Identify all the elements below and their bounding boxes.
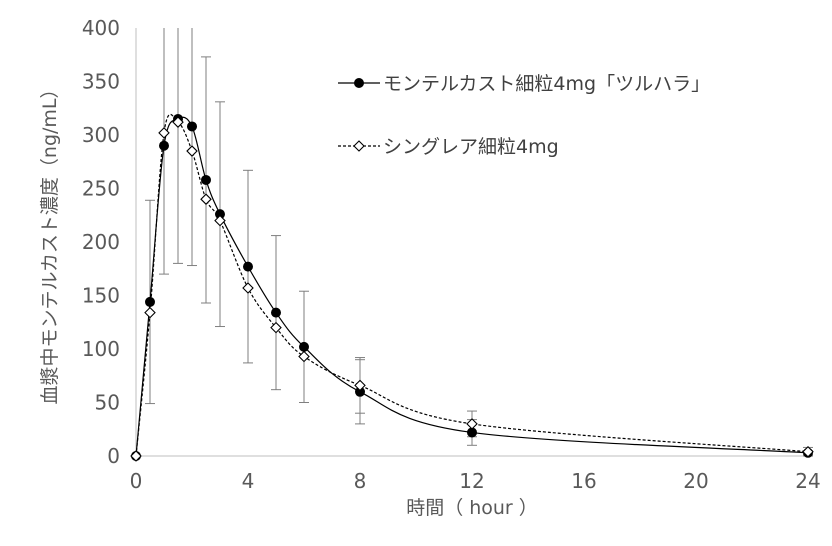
y-tick-label: 100: [82, 337, 120, 361]
legend-label-reference: シングレア細粒4mg: [383, 136, 559, 158]
y-tick-label: 250: [82, 177, 120, 201]
data-point-test: [159, 140, 169, 151]
legend-entry-reference: シングレア細粒4mg: [338, 136, 559, 158]
data-point-test: [201, 174, 211, 185]
data-point-reference: [158, 127, 170, 139]
x-tick-label: 0: [130, 469, 143, 493]
series-lines: [135, 113, 809, 457]
y-tick-label: 200: [82, 230, 120, 254]
data-point-reference: [242, 282, 254, 294]
tick-labels: 0 4 8 12 16 20 24 0 50 100 150 200 250 300 350 400: [82, 16, 821, 493]
x-axis-title: 時間（ hour ）: [406, 497, 538, 519]
data-point-test: [299, 341, 309, 352]
data-point-reference: [172, 116, 184, 128]
data-point-reference: [354, 379, 366, 392]
data-point-test: [187, 121, 197, 132]
x-tick-label: 20: [683, 469, 708, 493]
data-point-reference: [802, 445, 814, 458]
data-point-reference: [130, 450, 142, 462]
series-line-0: [135, 116, 809, 457]
y-axis-title: 血漿中モンテルカスト濃度（ng/mL）: [39, 79, 61, 404]
series-markers: [130, 113, 814, 462]
x-tick-label: 8: [354, 469, 367, 493]
data-point-test: [145, 296, 155, 307]
axes: [135, 28, 808, 457]
data-point-reference: [144, 306, 156, 319]
y-tick-label: 400: [82, 16, 120, 40]
y-tick-label: 150: [82, 284, 120, 308]
legend-entry-test: モンテルカスト細粒4mg「ツルハラ」: [338, 73, 710, 95]
legend: モンテルカスト細粒4mg「ツルハラ」 シングレア細粒4mg: [338, 73, 710, 158]
x-tick-label: 12: [459, 469, 484, 493]
y-tick-label: 50: [95, 391, 120, 415]
data-point-test: [243, 261, 253, 272]
data-point-reference: [214, 214, 226, 227]
y-tick-label: 300: [82, 123, 120, 147]
data-point-reference: [466, 418, 478, 430]
series-line-1: [135, 113, 809, 457]
data-point-reference: [186, 145, 198, 157]
data-point-reference: [298, 350, 310, 363]
y-tick-label: 0: [107, 444, 120, 468]
data-point-test: [271, 307, 281, 318]
legend-marker-reference: [353, 140, 365, 152]
legend-label-test: モンテルカスト細粒4mg「ツルハラ」: [383, 73, 710, 95]
y-tick-label: 350: [82, 70, 120, 94]
data-point-reference: [270, 321, 282, 334]
x-tick-label: 24: [795, 469, 820, 493]
x-tick-label: 16: [571, 469, 596, 493]
legend-marker-test: [354, 78, 364, 88]
data-point-reference: [200, 193, 212, 205]
x-tick-label: 4: [242, 469, 255, 493]
